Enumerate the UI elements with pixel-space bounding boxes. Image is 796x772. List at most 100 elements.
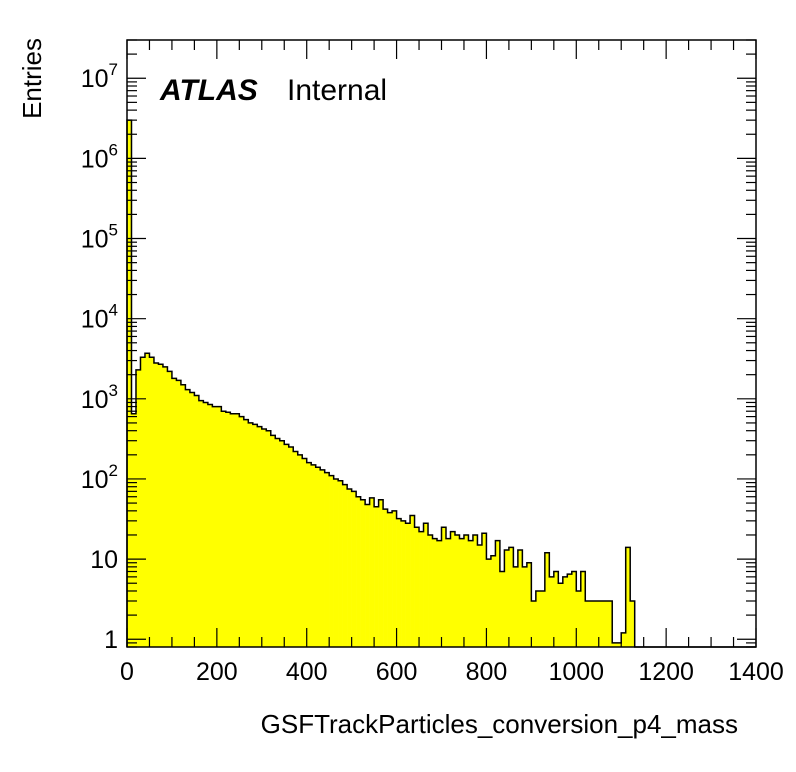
histogram-bar	[275, 438, 281, 647]
histogram-bar	[297, 454, 303, 647]
histogram-bar	[517, 549, 523, 647]
histogram-bar	[490, 555, 496, 647]
y-tick-label: 1	[104, 626, 118, 654]
histogram-bar	[387, 512, 393, 647]
histogram-bar	[396, 518, 402, 647]
histogram-bar	[261, 429, 267, 647]
histogram-bar	[401, 520, 406, 647]
histogram-bar	[468, 540, 474, 647]
x-tick-label: 1200	[638, 658, 694, 686]
histogram-bar	[257, 426, 263, 647]
histogram-bar	[266, 430, 272, 647]
x-tick-label: 400	[286, 658, 328, 686]
histogram-bar	[459, 538, 465, 647]
histogram-bar	[225, 412, 231, 647]
histogram-bar	[522, 566, 528, 647]
histogram-bars	[127, 120, 635, 647]
histogram-bar	[212, 406, 218, 647]
histogram-bar	[252, 424, 258, 647]
histogram-bar	[270, 435, 276, 647]
histogram-bar	[180, 384, 186, 647]
histogram-bar	[329, 475, 334, 647]
x-tick-label: 600	[376, 658, 418, 686]
histogram-bar	[544, 552, 550, 647]
histogram-bar	[598, 600, 604, 647]
histogram-bar	[302, 458, 308, 647]
x-axis-title: GSFTrackParticles_conversion_p4_mass	[261, 709, 738, 739]
histogram-bar	[549, 576, 555, 647]
histogram-bar	[504, 549, 510, 647]
histogram-bar	[463, 534, 469, 647]
histogram-outline	[126, 119, 756, 648]
histogram-bar	[526, 562, 532, 647]
histogram-bar	[477, 544, 483, 647]
histogram-bar	[293, 451, 299, 647]
x-tick-label: 800	[466, 658, 508, 686]
histogram-bar	[369, 497, 375, 647]
histogram-bar	[288, 447, 294, 647]
histogram-bar	[360, 499, 366, 647]
histogram-bar	[576, 590, 582, 647]
histogram-bar	[428, 534, 433, 647]
histogram-bar	[279, 440, 285, 647]
plot-frame	[126, 39, 757, 648]
histogram-bar	[616, 642, 622, 647]
histogram-bar	[324, 472, 330, 647]
histogram-bar	[630, 600, 635, 647]
histogram-bar	[625, 547, 631, 647]
histogram-bar	[414, 527, 420, 647]
y-tick-labels: 1 10 102 103 104 105 106 107	[81, 60, 118, 654]
histogram-bar	[342, 484, 348, 647]
histogram-bar	[127, 120, 132, 647]
histogram-bar	[167, 371, 173, 647]
histogram-bar	[419, 531, 424, 647]
histogram-bar	[284, 444, 290, 647]
histogram-bar	[207, 404, 213, 647]
histogram-bar	[472, 534, 478, 647]
histogram-bar	[306, 462, 312, 647]
histogram-bar	[410, 515, 415, 647]
histogram-bar	[580, 571, 586, 647]
histogram-bar	[140, 357, 146, 647]
histogram-bar	[567, 574, 573, 647]
histogram-bar	[216, 406, 222, 647]
histogram-bar	[239, 416, 245, 647]
internal-label: Internal	[287, 74, 387, 107]
y-tick-label: 104	[81, 301, 118, 334]
histogram-bar	[558, 583, 564, 647]
histogram-bar	[194, 395, 200, 647]
axis-ticks	[126, 39, 757, 648]
histogram-bar	[198, 400, 204, 647]
histogram-bar	[221, 411, 227, 647]
histogram-bar	[171, 378, 177, 647]
x-tick-label: 200	[196, 658, 238, 686]
histogram-bar	[162, 366, 168, 647]
histogram-bar	[486, 559, 492, 647]
histogram-bar	[499, 571, 505, 647]
histogram-bar	[594, 600, 600, 647]
y-tick-label: 106	[81, 140, 118, 173]
x-tick-label: 1000	[548, 658, 604, 686]
histogram-bar	[365, 504, 370, 647]
histogram-bar	[589, 600, 595, 647]
histogram-bar	[158, 364, 164, 647]
histogram-bar	[378, 499, 384, 647]
histogram-bar	[351, 491, 357, 647]
histogram-bar	[153, 362, 159, 647]
histogram-bar	[423, 523, 429, 647]
y-tick-label: 102	[81, 461, 118, 494]
y-tick-label: 10	[90, 546, 118, 574]
histogram-bar	[450, 531, 456, 647]
y-tick-label: 103	[81, 381, 118, 414]
x-tick-labels: 0 200 400 600 800 1000 1200 1400	[120, 658, 784, 686]
histogram-bar	[356, 496, 361, 647]
histogram-bar	[185, 389, 191, 647]
histogram-bar	[392, 510, 397, 647]
x-tick-label: 1400	[728, 658, 784, 686]
y-tick-label: 107	[81, 60, 118, 93]
histogram-bar	[374, 506, 379, 647]
y-tick-label: 105	[81, 221, 118, 254]
histogram-bar	[603, 600, 609, 647]
histogram-bar	[320, 469, 325, 647]
histogram-bar	[607, 600, 613, 647]
